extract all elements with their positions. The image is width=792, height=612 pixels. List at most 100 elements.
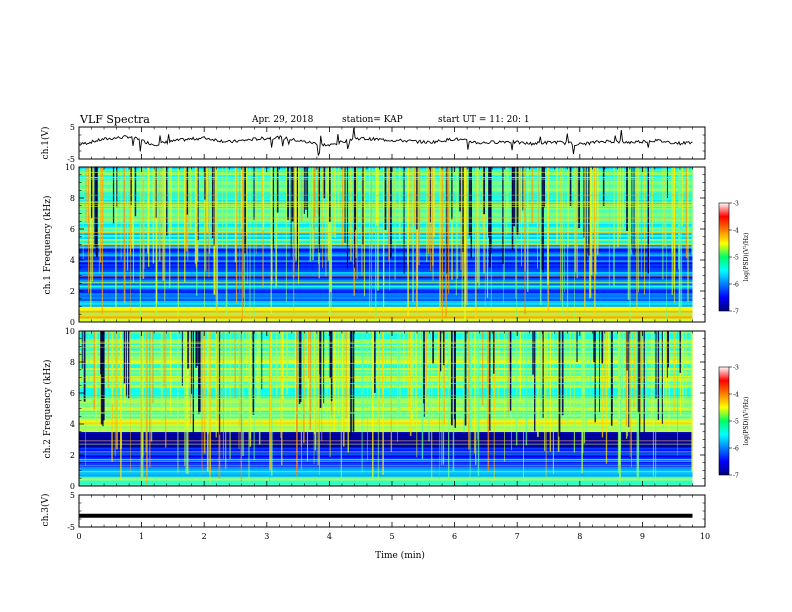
spectrogram-burst bbox=[129, 331, 131, 389]
spectrogram-dark-streak bbox=[513, 167, 516, 227]
narrowband-line bbox=[79, 232, 693, 233]
spectrogram-burst bbox=[318, 331, 320, 476]
spectrogram-burst bbox=[414, 331, 417, 418]
x-tick-label: 7 bbox=[515, 532, 520, 541]
spectrogram-burst bbox=[114, 331, 116, 457]
colorbar-gradient bbox=[718, 202, 730, 312]
spectrogram-burst bbox=[341, 331, 344, 432]
spectrogram-burst bbox=[464, 167, 466, 263]
spectrogram-burst bbox=[415, 167, 418, 310]
spectrogram-dark-streak bbox=[666, 331, 668, 378]
spectrogram-burst bbox=[126, 167, 129, 271]
spectrogram-dark-streak bbox=[532, 331, 534, 375]
spectrogram-burst bbox=[234, 167, 237, 263]
spectrogram-burst bbox=[440, 331, 442, 466]
spectrogram-burst bbox=[389, 167, 391, 291]
spectrogram-burst bbox=[245, 167, 248, 235]
spectrogram-dark-streak bbox=[306, 167, 309, 218]
spectrogram-dark-streak bbox=[585, 167, 587, 262]
spectrogram-band bbox=[79, 279, 693, 282]
spectrogram-burst bbox=[407, 167, 410, 317]
spectrogram-burst bbox=[142, 331, 144, 457]
spectrogram-burst bbox=[674, 167, 676, 303]
spectrogram-band bbox=[79, 267, 693, 270]
spectrogram-burst bbox=[581, 331, 584, 474]
spectrogram-burst bbox=[307, 331, 310, 379]
narrowband-line bbox=[79, 459, 693, 460]
spectrogram-burst bbox=[478, 167, 480, 288]
spectrogram-burst bbox=[650, 331, 653, 424]
spectrogram-burst bbox=[238, 331, 241, 426]
spectrogram-burst bbox=[576, 167, 578, 279]
spectrogram-burst bbox=[301, 331, 302, 471]
spectrogram-dark-streak bbox=[429, 167, 431, 223]
spectrogram-band bbox=[79, 424, 693, 427]
spectrogram-burst bbox=[402, 331, 405, 386]
spectrogram-burst bbox=[469, 331, 472, 429]
spectrogram-burst bbox=[312, 167, 314, 261]
spectrogram-burst bbox=[511, 331, 512, 451]
spectrogram-burst bbox=[544, 331, 546, 451]
spectrogram-burst bbox=[419, 331, 421, 398]
spectrogram-burst bbox=[573, 331, 576, 453]
spectrogram-burst bbox=[206, 167, 208, 234]
spectrogram-burst bbox=[206, 331, 209, 472]
narrowband-line bbox=[79, 201, 693, 203]
spectrogram-band bbox=[79, 441, 693, 444]
y-tick-label: 2 bbox=[70, 287, 75, 296]
spectrogram-dark-streak bbox=[261, 331, 263, 390]
spectrogram-burst bbox=[280, 331, 282, 439]
spectrogram-burst bbox=[325, 167, 327, 277]
spectrogram-burst bbox=[644, 167, 645, 295]
spectrogram-dark-streak bbox=[290, 167, 292, 259]
spectrogram-band bbox=[79, 248, 693, 251]
spectrogram-burst bbox=[298, 167, 300, 285]
spectrogram-burst bbox=[529, 331, 531, 415]
narrowband-line bbox=[79, 440, 693, 442]
spectrogram-burst bbox=[204, 167, 206, 309]
spectrogram-burst bbox=[216, 167, 218, 316]
spectrogram-burst bbox=[102, 167, 104, 229]
spectrogram-band bbox=[79, 431, 693, 434]
spectrogram-dark-streak bbox=[191, 331, 193, 394]
narrowband-line bbox=[79, 383, 693, 384]
spectrogram-burst bbox=[506, 167, 507, 235]
ch1-waveform-line bbox=[78, 127, 693, 157]
narrowband-line bbox=[79, 308, 693, 309]
spectrogram-burst bbox=[519, 167, 520, 231]
spectrogram-burst bbox=[504, 331, 505, 462]
spectrogram-burst bbox=[222, 331, 225, 413]
spectrogram-burst bbox=[662, 167, 664, 280]
spectrogram-band bbox=[79, 273, 693, 276]
spectrogram-burst bbox=[439, 167, 441, 310]
spectrogram-burst bbox=[147, 167, 149, 254]
spectrogram-burst bbox=[613, 167, 615, 286]
spectrogram-band bbox=[79, 427, 693, 431]
spectrogram-burst bbox=[163, 331, 165, 387]
spectrogram-dark-streak bbox=[305, 167, 307, 210]
spectrogram-burst bbox=[566, 331, 568, 433]
spectrogram-burst bbox=[388, 167, 390, 262]
x-tick-label: 5 bbox=[389, 532, 394, 541]
spectrogram-dark-streak bbox=[328, 167, 331, 222]
spectrogram-burst bbox=[107, 331, 109, 406]
spectrogram-burst bbox=[382, 331, 384, 403]
spectrogram-dark-streak bbox=[459, 167, 461, 212]
spectrogram-burst bbox=[154, 167, 157, 218]
spectrogram-burst bbox=[115, 167, 117, 308]
spectrogram-burst bbox=[355, 167, 357, 259]
spectrogram-band bbox=[79, 287, 693, 290]
spectrogram-burst bbox=[523, 331, 524, 482]
spectrogram-burst bbox=[195, 167, 198, 268]
spectrogram-burst bbox=[594, 167, 596, 315]
x-tick-label: 4 bbox=[327, 532, 332, 541]
spectrogram-burst bbox=[332, 167, 334, 236]
colorbar-tick-label: -7 bbox=[733, 309, 739, 316]
spectrogram-dark-streak bbox=[319, 331, 322, 408]
spectrogram-band bbox=[79, 420, 693, 423]
spectrogram-burst bbox=[557, 331, 560, 452]
spectrogram-burst bbox=[255, 167, 257, 254]
spectrogram-band bbox=[79, 294, 693, 298]
spectrogram-burst bbox=[309, 331, 312, 430]
spectrogram-dark-streak bbox=[462, 167, 464, 252]
